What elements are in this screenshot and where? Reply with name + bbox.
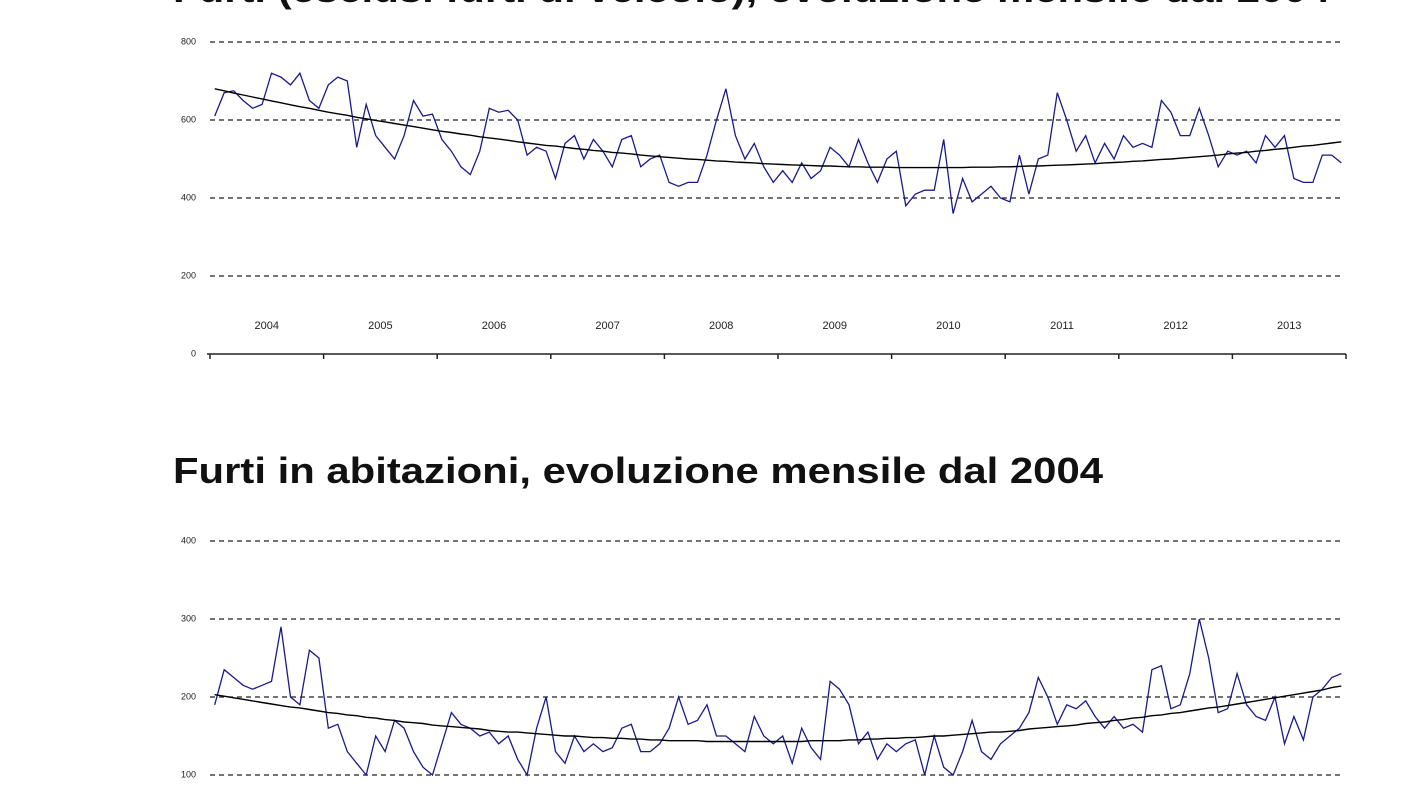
y-tick-label: 300: [181, 613, 196, 623]
x-tick-label: 2007: [595, 320, 619, 332]
y-tick-label: 0: [191, 348, 196, 358]
y-tick-label: 600: [181, 114, 196, 124]
y-tick-label: 100: [181, 769, 196, 779]
data-line: [214, 618, 1342, 777]
x-tick-label: 2008: [709, 320, 733, 332]
x-tick-label: 2009: [823, 320, 847, 332]
y-tick-label: 800: [181, 36, 196, 46]
y-tick-label: 200: [181, 270, 196, 280]
data-line: [214, 71, 1342, 214]
x-tick-label: 2013: [1277, 320, 1301, 332]
x-tick-label: 2012: [1163, 320, 1187, 332]
trend-line: [214, 685, 1342, 743]
x-tick-label: 2010: [936, 320, 960, 332]
x-tick-label: 2004: [255, 320, 279, 332]
y-tick-label: 400: [181, 535, 196, 545]
trend-line: [214, 88, 1342, 169]
x-tick-label: 2011: [1050, 320, 1074, 332]
y-tick-label: 400: [181, 192, 196, 202]
x-tick-label: 2005: [368, 320, 392, 332]
chart-title: Furti (esclusi furti di veicolo), evoluz…: [173, 0, 1330, 10]
x-tick-label: 2006: [482, 320, 506, 332]
y-tick-label: 200: [181, 691, 196, 701]
chart-title: Furti in abitazioni, evoluzione mensile …: [173, 450, 1103, 491]
